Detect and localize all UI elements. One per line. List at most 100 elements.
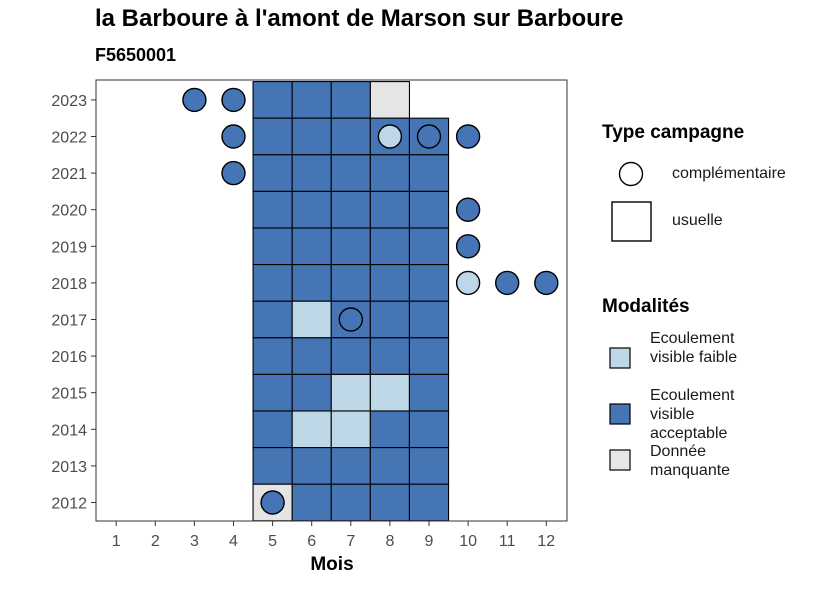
x-tick-label-9: 9 [425, 533, 434, 550]
tile-2015-9 [408, 373, 450, 412]
tile-2023-6 [291, 81, 332, 119]
tile-2020-8 [369, 190, 411, 229]
tile-2020-9 [408, 190, 450, 229]
x-tick-label-5: 5 [268, 533, 277, 550]
x-tick-label-1: 1 [112, 533, 121, 550]
x-tick-label-11: 11 [499, 533, 516, 550]
point-2022-10 [455, 124, 481, 149]
legend-type-usuelle-label: usuelle [672, 212, 723, 229]
tile-2021-9 [408, 154, 450, 192]
tile-2015-7 [330, 373, 371, 412]
tile-2020-6 [291, 190, 332, 229]
tile-2017-5 [252, 300, 293, 339]
tile-2016-9 [408, 337, 450, 375]
point-2020-10 [455, 197, 481, 222]
point-2023-4 [221, 87, 246, 113]
tile-2017-9 [408, 300, 450, 339]
x-tick-label-3: 3 [190, 533, 199, 550]
legend-manquante-label: Donnée manquante [650, 443, 731, 479]
y-tick-label-2013: 2013 [51, 459, 87, 476]
y-tick-label-2014: 2014 [51, 422, 87, 439]
tile-2018-7 [330, 264, 371, 302]
legend-type-title: Type campagne [602, 122, 745, 143]
tile-2014-8 [369, 410, 411, 449]
point-2018-11 [495, 270, 520, 296]
tile-2013-6 [291, 447, 332, 485]
point-2019-10 [455, 234, 481, 259]
y-tick-label-2023: 2023 [51, 93, 87, 110]
x-axis-label: Mois [310, 554, 354, 575]
tile-2019-8 [369, 227, 411, 266]
tile-2022-6 [291, 117, 332, 156]
y-tick-label-2018: 2018 [51, 276, 87, 293]
x-tick-label-12: 12 [537, 533, 555, 550]
tile-2012-6 [291, 483, 332, 522]
x-tick-label-4: 4 [229, 533, 238, 550]
tile-2021-6 [291, 154, 332, 192]
legend-faible-key [609, 347, 631, 369]
legend-manquante-key [609, 449, 631, 471]
y-tick-label-2022: 2022 [51, 130, 87, 147]
tile-2013-7 [330, 447, 371, 485]
tile-2018-5 [252, 264, 293, 302]
point-2022-9 [416, 124, 442, 149]
y-tick-label-2017: 2017 [51, 313, 87, 330]
x-tick-label-8: 8 [385, 533, 394, 550]
tile-2013-8 [369, 447, 411, 485]
tile-2013-5 [252, 447, 293, 485]
y-tick-label-2015: 2015 [51, 386, 87, 403]
tile-2020-7 [330, 190, 371, 229]
tile-2022-7 [330, 117, 371, 156]
tile-2013-9 [408, 447, 450, 485]
tile-2023-8 [369, 81, 411, 119]
tile-2016-7 [330, 337, 371, 375]
point-2022-8 [377, 124, 403, 149]
y-tick-label-2012: 2012 [51, 496, 87, 513]
tile-2023-5 [252, 81, 293, 119]
tile-2021-8 [369, 154, 411, 192]
tile-2018-8 [369, 264, 411, 302]
tile-2014-5 [252, 410, 293, 449]
legend-acceptable-label: Ecoulement visible acceptable [650, 387, 735, 442]
tile-2015-6 [291, 373, 332, 412]
tile-2015-8 [369, 373, 411, 412]
point-2021-4 [221, 160, 246, 186]
legend-complementaire-key [618, 161, 644, 187]
x-tick-label-7: 7 [346, 533, 355, 550]
tile-2012-8 [369, 483, 411, 522]
chart-title: la Barboure à l'amont de Marson sur Barb… [95, 5, 624, 32]
legend-faible-label: Ecoulement visible faible [650, 330, 738, 366]
tile-2014-6 [291, 410, 332, 449]
tile-2016-6 [291, 337, 332, 375]
tile-2017-8 [369, 300, 411, 339]
point-2012-5 [260, 490, 285, 515]
x-tick-label-2: 2 [151, 533, 160, 550]
tile-2020-5 [252, 190, 293, 229]
tile-2019-9 [408, 227, 450, 266]
point-2017-7 [338, 307, 363, 332]
legend-type-complementaire-label: complémentaire [672, 165, 786, 182]
tile-2016-8 [369, 337, 411, 375]
tile-2022-5 [252, 117, 293, 156]
point-2022-4 [221, 124, 246, 149]
tile-2012-9 [408, 483, 450, 522]
tile-2021-7 [330, 154, 371, 192]
y-tick-label-2020: 2020 [51, 203, 87, 220]
tile-2012-7 [330, 483, 371, 522]
tile-2014-9 [408, 410, 450, 449]
tile-2019-7 [330, 227, 371, 266]
x-tick-label-10: 10 [459, 533, 477, 550]
tile-2018-6 [291, 264, 332, 302]
legend-usuelle-key [611, 201, 652, 242]
tile-2018-9 [408, 264, 450, 302]
legend-modalites-title: Modalités [602, 296, 690, 317]
tile-2015-5 [252, 373, 293, 412]
point-2018-12 [534, 270, 559, 296]
plot-border [95, 79, 568, 522]
legend-acceptable-key [609, 403, 631, 425]
point-2023-3 [182, 87, 207, 113]
chart-subtitle: F5650001 [95, 45, 177, 65]
tile-2023-7 [330, 81, 371, 119]
y-tick-label-2016: 2016 [51, 349, 87, 366]
